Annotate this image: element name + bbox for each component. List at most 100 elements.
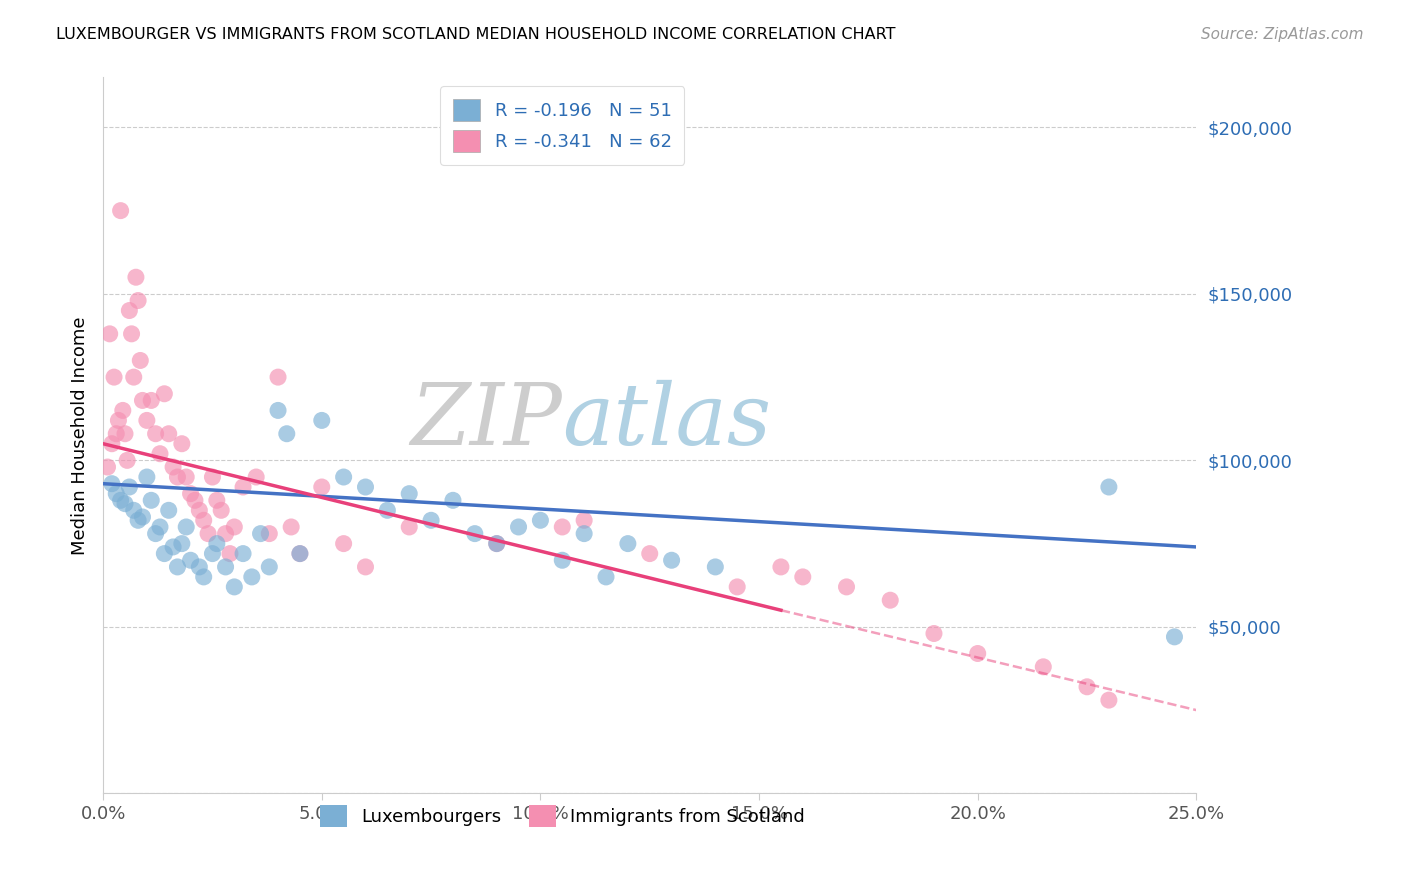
Point [879, 593, 901, 607]
Point [131, 393, 153, 408]
Point [441, 493, 464, 508]
Point [508, 520, 530, 534]
Point [149, 447, 172, 461]
Point [101, 476, 124, 491]
Point [551, 520, 574, 534]
Point [420, 513, 443, 527]
Point [180, 486, 202, 500]
Point [170, 536, 193, 550]
Point [153, 386, 176, 401]
Point [224, 520, 246, 534]
Point [769, 560, 792, 574]
Point [288, 547, 311, 561]
Point [240, 570, 263, 584]
Point [201, 470, 224, 484]
Point [193, 570, 215, 584]
Point [232, 547, 254, 561]
Point [127, 513, 149, 527]
Point [704, 560, 727, 574]
Point [101, 436, 124, 450]
Point [205, 536, 228, 550]
Point [1098, 693, 1121, 707]
Point [572, 513, 595, 527]
Point [398, 520, 420, 534]
Point [162, 460, 184, 475]
Point [129, 353, 152, 368]
Point [141, 493, 163, 508]
Point [110, 203, 132, 218]
Point [105, 486, 128, 500]
Text: Source: ZipAtlas.com: Source: ZipAtlas.com [1201, 27, 1364, 42]
Legend: Luxembourgers, Immigrants from Scotland: Luxembourgers, Immigrants from Scotland [312, 798, 813, 834]
Point [145, 526, 167, 541]
Point [205, 493, 228, 508]
Point [219, 547, 242, 561]
Point [572, 526, 595, 541]
Point [354, 560, 377, 574]
Point [141, 393, 163, 408]
Point [485, 536, 508, 550]
Point [180, 553, 202, 567]
Point [835, 580, 858, 594]
Point [166, 560, 188, 574]
Point [131, 510, 153, 524]
Point [110, 493, 132, 508]
Point [311, 480, 333, 494]
Text: ZIP: ZIP [411, 380, 562, 462]
Point [249, 526, 271, 541]
Point [174, 520, 197, 534]
Point [1076, 680, 1098, 694]
Point [127, 293, 149, 308]
Point [98, 326, 121, 341]
Point [267, 403, 290, 417]
Point [153, 547, 176, 561]
Point [114, 426, 136, 441]
Text: atlas: atlas [562, 380, 772, 462]
Point [259, 560, 281, 574]
Point [464, 526, 486, 541]
Point [280, 520, 302, 534]
Point [276, 426, 298, 441]
Point [96, 460, 118, 475]
Point [188, 560, 211, 574]
Point [157, 503, 180, 517]
Point [232, 480, 254, 494]
Point [114, 497, 136, 511]
Point [1098, 480, 1121, 494]
Point [197, 526, 219, 541]
Point [661, 553, 683, 567]
Point [224, 580, 246, 594]
Y-axis label: Median Household Income: Median Household Income [72, 316, 89, 555]
Point [332, 470, 354, 484]
Point [157, 426, 180, 441]
Point [398, 486, 420, 500]
Point [166, 470, 188, 484]
Point [485, 536, 508, 550]
Point [595, 570, 617, 584]
Point [145, 426, 167, 441]
Point [1032, 660, 1054, 674]
Point [214, 526, 236, 541]
Point [193, 513, 215, 527]
Point [105, 426, 128, 441]
Point [1163, 630, 1185, 644]
Point [121, 326, 143, 341]
Point [792, 570, 814, 584]
Point [332, 536, 354, 550]
Point [214, 560, 236, 574]
Text: LUXEMBOURGER VS IMMIGRANTS FROM SCOTLAND MEDIAN HOUSEHOLD INCOME CORRELATION CHA: LUXEMBOURGER VS IMMIGRANTS FROM SCOTLAND… [56, 27, 896, 42]
Point [725, 580, 748, 594]
Point [149, 520, 172, 534]
Point [174, 470, 197, 484]
Point [617, 536, 640, 550]
Point [311, 413, 333, 427]
Point [551, 553, 574, 567]
Point [162, 540, 184, 554]
Point [115, 453, 138, 467]
Point [188, 503, 211, 517]
Point [107, 413, 129, 427]
Point [638, 547, 661, 561]
Point [922, 626, 945, 640]
Point [201, 547, 224, 561]
Point [966, 647, 988, 661]
